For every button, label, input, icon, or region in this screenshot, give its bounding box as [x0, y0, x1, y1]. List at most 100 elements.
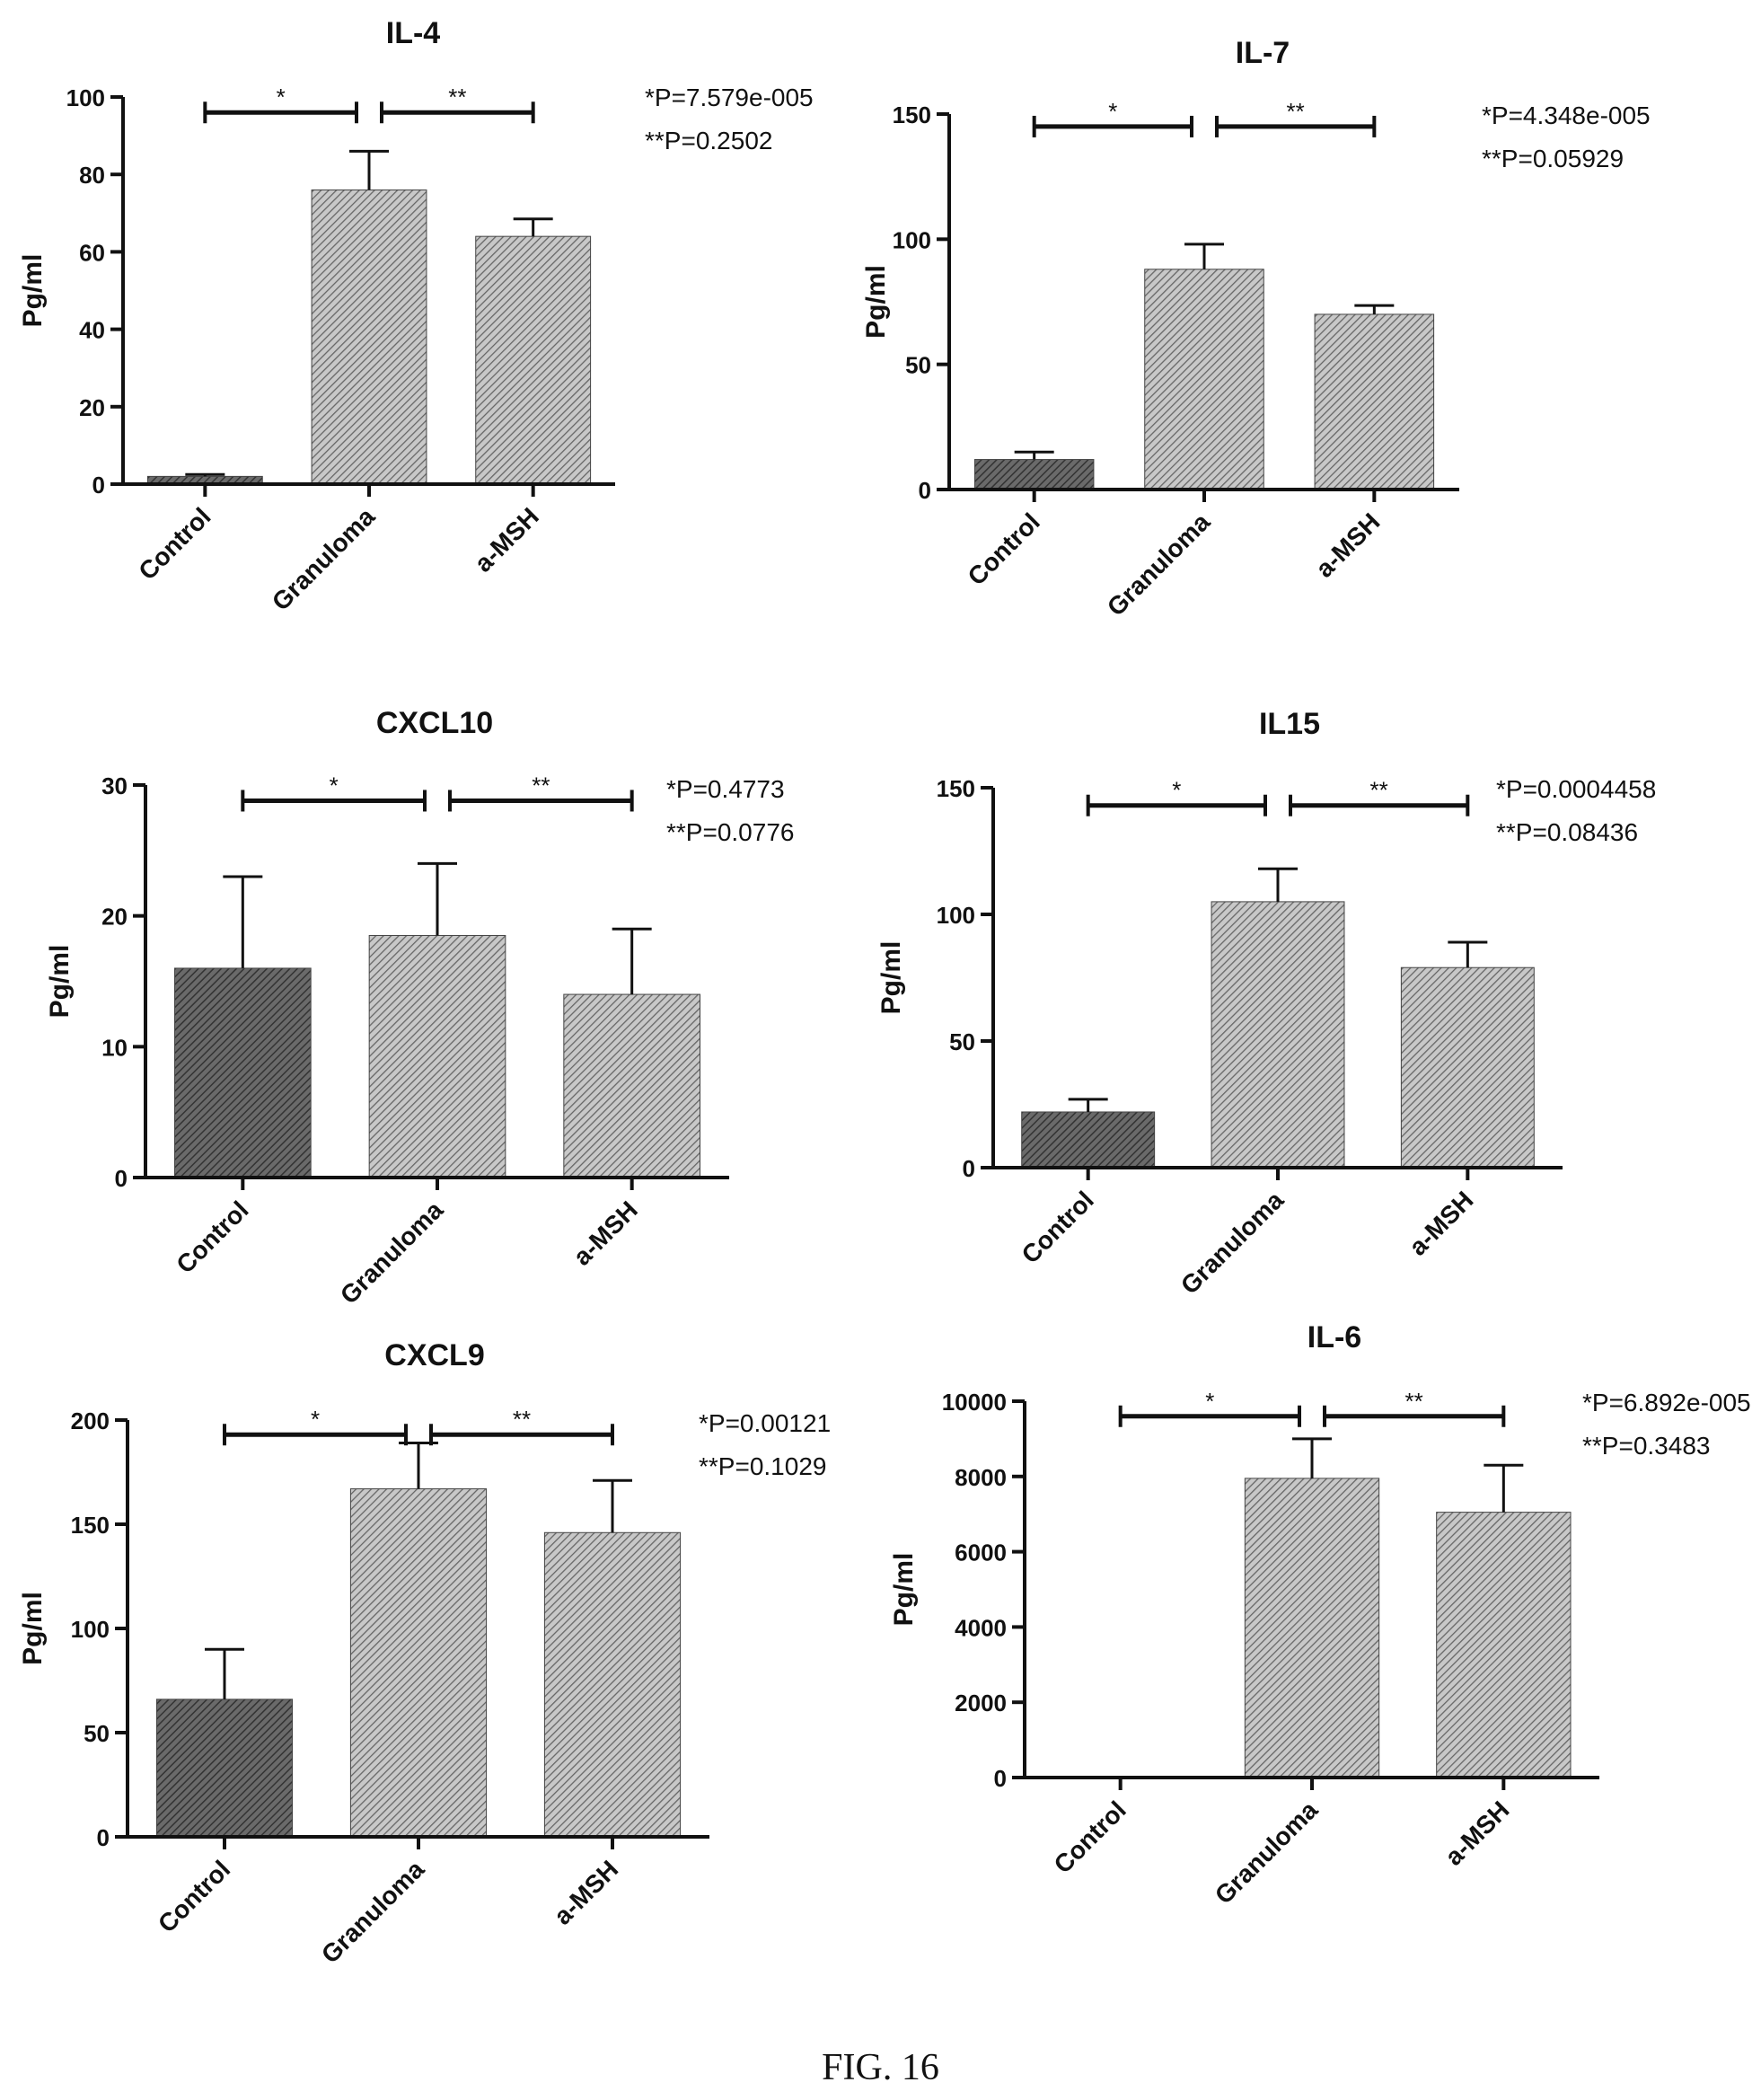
comparison-label: * [330, 772, 339, 799]
y-tick-label: 50 [84, 1720, 110, 1747]
x-tick-label: Granuloma [316, 1855, 430, 1969]
x-tick-label: a-MSH [568, 1196, 643, 1271]
chart-panel-cxcl10: CXCL10 Pg/ml 0 10 20 30 Control Granuloma a-MSH *… [45, 706, 794, 1310]
bar-a-msh [543, 1531, 682, 1838]
y-tick-label: 0 [115, 1165, 128, 1192]
y-tick-label: 20 [79, 394, 105, 421]
y-tick-label: 0 [963, 1155, 975, 1182]
p-value-annotation: *P=0.00121 [699, 1409, 831, 1437]
x-tick-label: a-MSH [1404, 1186, 1479, 1261]
y-tick-label: 0 [92, 472, 105, 499]
x-tick-label: a-MSH [1310, 507, 1386, 583]
p-value-annotation: *P=6.892e-005 [1582, 1389, 1751, 1416]
chart-panel-il-7: IL-7 Pg/ml 0 50 100 150 Control Granuloma a-MSH *… [861, 36, 1651, 622]
p-value-annotation: *P=7.579e-005 [645, 84, 814, 111]
x-tick-label: Granuloma [1102, 507, 1216, 622]
bar-granuloma [1211, 901, 1345, 1169]
chart-panel-cxcl9: CXCL9 Pg/ml 0 50 100 150 200 Control Granuloma a-… [18, 1338, 831, 1969]
y-tick-label: 200 [71, 1407, 110, 1434]
y-axis-label: Pg/ml [18, 1592, 48, 1665]
bar-a-msh [1400, 966, 1535, 1169]
y-axis-label: Pg/ml [45, 945, 75, 1019]
bar-a-msh [1436, 1512, 1572, 1778]
x-tick-label: a-MSH [1440, 1796, 1515, 1871]
chart-panel-il15: IL15 Pg/ml 0 50 100 150 Control Granuloma a-MSH *… [876, 707, 1656, 1300]
bar-granuloma [311, 189, 427, 485]
x-tick-label: Control [1017, 1186, 1099, 1268]
y-tick-label: 2000 [955, 1690, 1007, 1716]
comparison-label: ** [448, 84, 466, 110]
comparison-label: ** [1405, 1388, 1423, 1415]
y-tick-label: 4000 [955, 1614, 1007, 1641]
y-tick-label: 100 [893, 226, 931, 253]
bar-granuloma [349, 1488, 488, 1838]
y-axis-label: Pg/ml [889, 1553, 919, 1627]
comparison-label: * [1172, 777, 1181, 804]
bar-granuloma [1244, 1478, 1380, 1778]
y-tick-label: 30 [101, 772, 128, 799]
bar-granuloma [1144, 269, 1264, 490]
y-tick-label: 100 [937, 902, 975, 929]
x-tick-label: Control [1049, 1796, 1131, 1878]
figure-caption: FIG. 16 [822, 2047, 939, 2088]
y-tick-label: 0 [994, 1765, 1007, 1792]
comparison-label: ** [1370, 777, 1388, 804]
chart-panel-il-6: IL-6 Pg/ml 0 2000 4000 6000 8000 10000 Control Gr… [889, 1320, 1751, 1910]
bar-a-msh [563, 993, 700, 1178]
x-tick-label: Control [171, 1196, 253, 1278]
p-value-annotation: **P=0.1029 [699, 1452, 826, 1480]
comparison-label: * [1205, 1388, 1214, 1415]
chart-title: IL15 [1259, 707, 1320, 741]
chart-title: CXCL9 [384, 1338, 484, 1372]
comparison-label: ** [513, 1406, 531, 1433]
comparison-label: * [277, 84, 286, 110]
bar-control [155, 1699, 294, 1838]
p-value-annotation: **P=0.3483 [1582, 1432, 1710, 1460]
y-axis-label: Pg/ml [861, 265, 891, 339]
y-axis-label: Pg/ml [876, 941, 906, 1015]
y-tick-label: 8000 [955, 1464, 1007, 1491]
chart-title: IL-4 [386, 16, 441, 50]
p-value-annotation: *P=0.4773 [666, 775, 785, 803]
x-tick-label: Granuloma [1210, 1796, 1324, 1910]
x-tick-label: a-MSH [469, 502, 544, 578]
bar-control [1021, 1111, 1156, 1169]
bar-a-msh [1314, 313, 1435, 490]
comparison-label: ** [1287, 98, 1305, 125]
x-tick-label: Granuloma [267, 502, 381, 616]
bar-control [973, 459, 1095, 490]
bar-granuloma [368, 935, 506, 1178]
x-tick-label: Control [133, 502, 216, 585]
chart-panel-il-4: IL-4 Pg/ml 0 20 40 60 80 100 Control Granuloma a-M… [18, 16, 814, 616]
y-tick-label: 20 [101, 904, 128, 931]
y-tick-label: 6000 [955, 1540, 1007, 1566]
p-value-annotation: **P=0.05929 [1482, 145, 1624, 172]
p-value-annotation: **P=0.0776 [666, 818, 794, 846]
bar-a-msh [475, 235, 592, 485]
comparison-label: * [1108, 98, 1117, 125]
y-tick-label: 60 [79, 239, 105, 266]
y-tick-label: 80 [79, 162, 105, 189]
x-tick-label: a-MSH [549, 1855, 624, 1930]
y-tick-label: 100 [66, 84, 105, 111]
p-value-annotation: *P=4.348e-005 [1482, 101, 1651, 129]
x-tick-label: Control [153, 1855, 235, 1937]
x-tick-label: Granuloma [335, 1196, 449, 1310]
y-tick-label: 150 [937, 775, 975, 802]
y-tick-label: 0 [97, 1824, 110, 1851]
y-tick-label: 150 [71, 1512, 110, 1539]
y-axis-label: Pg/ml [18, 254, 48, 328]
chart-title: IL-6 [1308, 1320, 1361, 1354]
x-tick-label: Granuloma [1175, 1186, 1290, 1300]
p-value-annotation: **P=0.2502 [645, 127, 772, 154]
chart-title: IL-7 [1236, 36, 1290, 70]
comparison-label: * [311, 1406, 320, 1433]
y-tick-label: 100 [71, 1616, 110, 1643]
y-tick-label: 50 [949, 1028, 975, 1055]
bar-control [174, 967, 312, 1178]
y-tick-label: 150 [893, 101, 931, 128]
chart-title: CXCL10 [376, 706, 493, 740]
y-tick-label: 0 [919, 477, 931, 504]
y-tick-label: 10000 [942, 1389, 1007, 1416]
